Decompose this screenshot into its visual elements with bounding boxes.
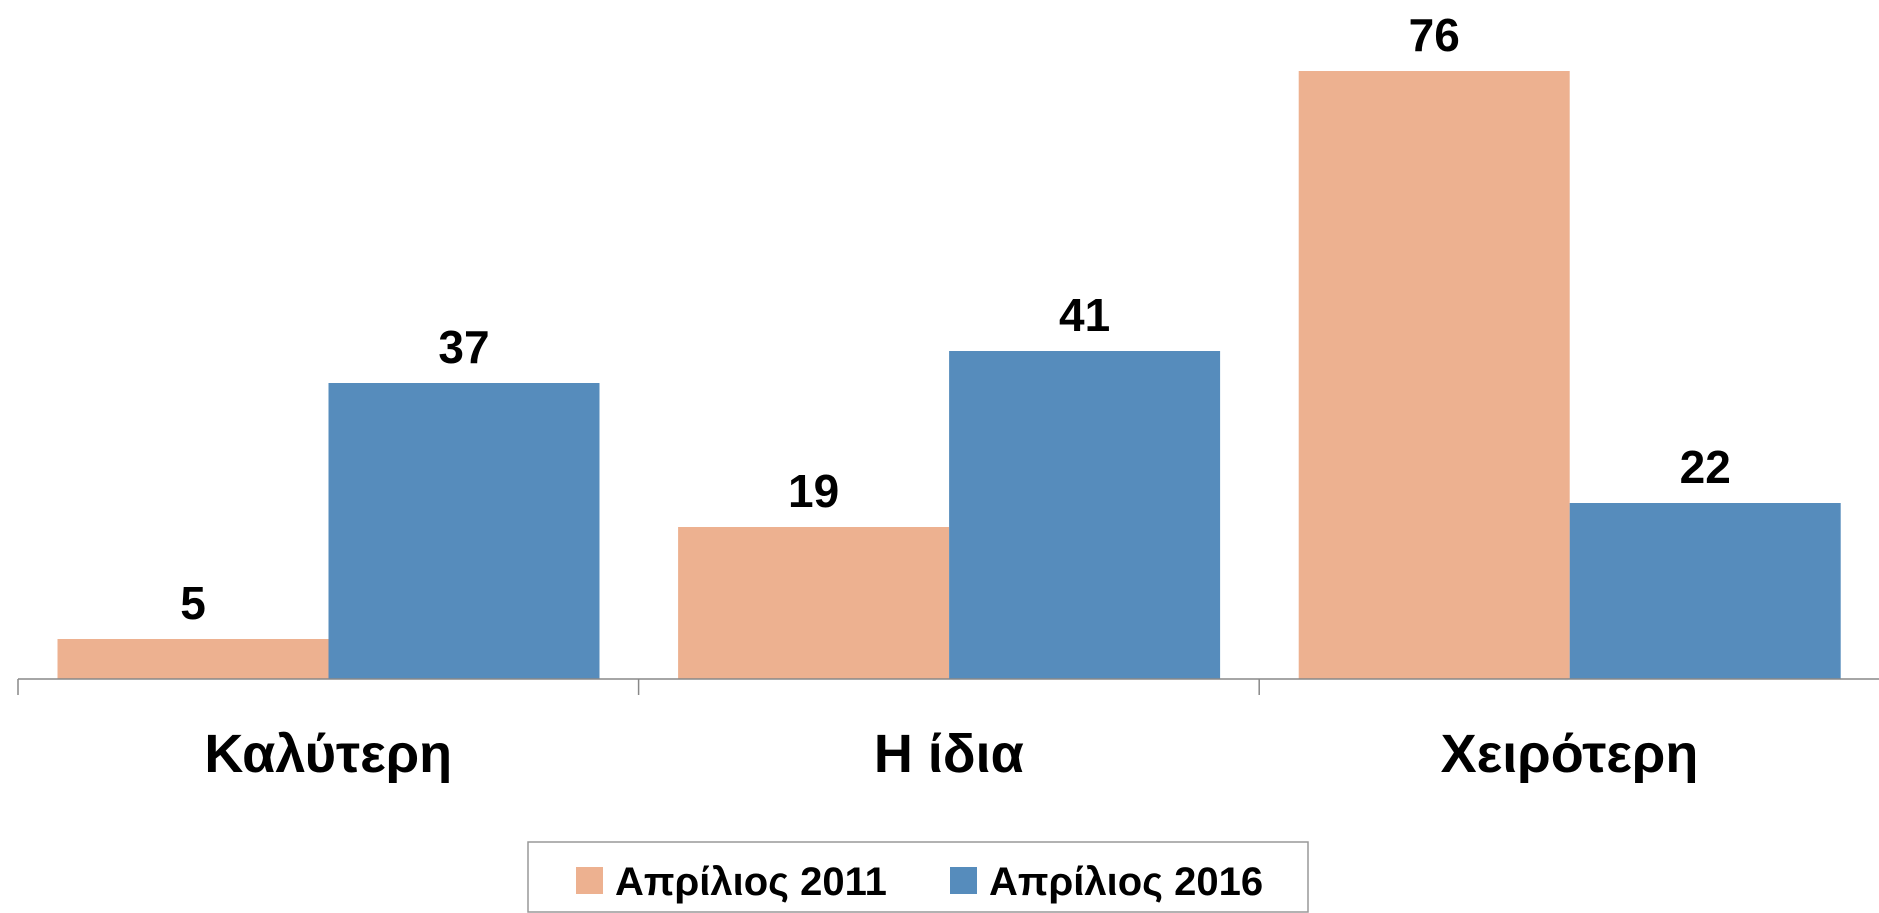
legend-swatch bbox=[950, 867, 977, 894]
bar bbox=[1298, 71, 1570, 679]
data-label: 37 bbox=[438, 321, 489, 373]
bar bbox=[1569, 503, 1841, 679]
x-tick-label: Χειρότερη bbox=[1441, 724, 1699, 784]
legend-label: Απρίλιος 2016 bbox=[989, 860, 1263, 904]
bar bbox=[949, 351, 1221, 679]
legend-box bbox=[527, 841, 1309, 913]
legend-swatch bbox=[576, 867, 603, 894]
x-tick-label: Καλύτερη bbox=[204, 724, 452, 784]
data-label: 22 bbox=[1680, 441, 1731, 493]
bar bbox=[328, 383, 600, 679]
bar bbox=[678, 527, 950, 679]
data-label: 19 bbox=[788, 465, 839, 517]
data-label: 5 bbox=[180, 577, 206, 629]
x-tick-label: Η ίδια bbox=[874, 724, 1024, 784]
legend-label: Απρίλιος 2011 bbox=[615, 860, 887, 904]
data-label: 41 bbox=[1059, 289, 1110, 341]
data-label: 76 bbox=[1409, 9, 1460, 61]
bar bbox=[57, 639, 329, 679]
